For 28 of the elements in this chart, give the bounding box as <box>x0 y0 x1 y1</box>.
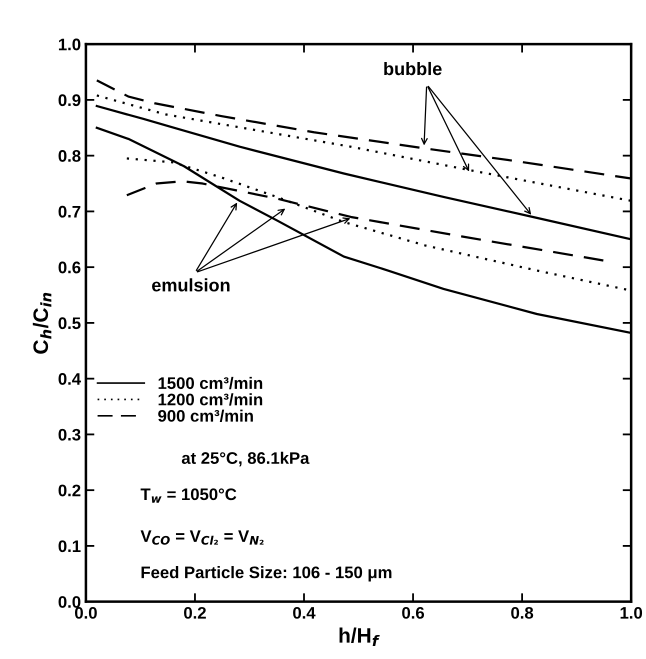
y-tick-label: 0.3 <box>58 428 80 441</box>
y-tick-label: 0.5 <box>58 317 81 330</box>
y-tick-label: 0.1 <box>58 540 81 552</box>
y-tick-label: 0.0 <box>58 596 80 608</box>
y-tick-label: 0.8 <box>58 150 81 162</box>
x-tick-label: 0.4 <box>293 606 316 619</box>
y-tick-label: 0.6 <box>58 262 80 274</box>
legend-label: 1500 cm³/min <box>158 376 262 390</box>
x-tick-label: 0.6 <box>402 606 424 619</box>
y-tick-label: 1.0 <box>58 38 80 50</box>
annotation: bubble <box>384 62 442 76</box>
y-tick-label: 0.7 <box>58 206 80 218</box>
y-tick-label: 0.4 <box>58 373 81 385</box>
y-tick-label: 0.9 <box>58 94 80 106</box>
legend-label: 1200 cm³/min <box>158 393 262 406</box>
annotation: T$_{w}$ = 1050°C <box>140 488 236 503</box>
annotation: V$_{CO}$ = V$_{Cl₂}$ = V$_{N₂}$ <box>140 530 264 545</box>
x-tick-label: 0.0 <box>74 606 97 619</box>
annotation: at 25°C, 86.1kPa <box>182 452 310 466</box>
x-tick-label: 0.2 <box>184 606 206 619</box>
x-tick-label: 1.0 <box>620 606 642 619</box>
y-axis-title: C$_{h}$/C$_{in}$ <box>32 292 52 354</box>
annotation: Feed Particle Size: 106 - 150 μm <box>142 566 392 582</box>
y-tick-label: 0.2 <box>58 484 80 496</box>
annotation: emulsion <box>152 278 230 292</box>
x-axis-title: h/H$_{f}$ <box>340 628 380 646</box>
legend-label: 900 cm³/min <box>158 410 253 422</box>
x-tick-label: 0.8 <box>511 606 534 619</box>
